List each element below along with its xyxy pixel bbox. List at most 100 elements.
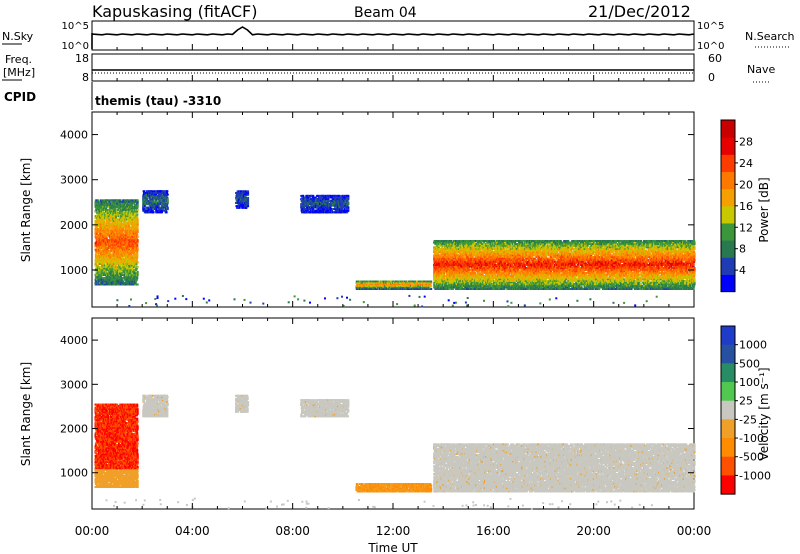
- scatter-point: [133, 247, 136, 249]
- scatter-point: [131, 212, 134, 215]
- scatter-point: [99, 199, 102, 202]
- scatter-point: [120, 221, 123, 224]
- scatter-point: [102, 280, 104, 283]
- scatter-point: [100, 200, 103, 203]
- scatter-point: [128, 216, 130, 219]
- scatter-point: [118, 259, 121, 262]
- scatter-point: [115, 245, 117, 248]
- scatter-point: [99, 269, 102, 272]
- nsearch-tick-bottom: 10^0: [697, 41, 724, 52]
- scatter-point: [132, 250, 135, 253]
- scatter-point: [112, 274, 115, 276]
- scatter-point: [110, 226, 112, 229]
- scatter-point: [120, 234, 123, 237]
- scatter-point: [122, 207, 125, 210]
- scatter-point: [133, 251, 135, 254]
- scatter-point: [99, 247, 102, 249]
- scatter-point: [101, 218, 104, 221]
- scatter-point: [94, 202, 97, 205]
- scatter-point: [113, 224, 116, 227]
- scatter-point: [131, 202, 134, 205]
- scatter-point: [133, 226, 136, 229]
- scatter-point: [118, 220, 121, 222]
- scatter-point: [129, 253, 132, 256]
- scatter-point: [95, 232, 98, 235]
- scatter-point: [128, 245, 131, 248]
- scatter-point: [99, 283, 102, 286]
- scatter-point: [127, 212, 130, 215]
- scatter-point: [127, 274, 130, 276]
- scatter-point: [133, 277, 136, 280]
- scatter-point: [136, 227, 139, 230]
- scatter-point: [109, 242, 112, 245]
- scatter-point: [103, 272, 106, 275]
- scatter-point: [122, 221, 125, 224]
- scatter-point: [131, 224, 134, 227]
- scatter-point: [132, 264, 135, 267]
- scatter-point: [113, 215, 116, 218]
- scatter-point: [120, 208, 123, 211]
- scatter-point: [131, 216, 134, 219]
- scatter-point: [105, 231, 108, 234]
- scatter-point: [132, 223, 135, 226]
- scatter-point: [125, 221, 128, 224]
- scatter-point: [116, 237, 119, 240]
- scatter-point: [122, 224, 125, 227]
- scatter-point: [126, 232, 129, 235]
- scatter-point: [100, 266, 103, 269]
- scatter-point: [131, 229, 134, 232]
- scatter-point: [133, 283, 136, 286]
- scatter-point: [130, 221, 133, 224]
- scatter-point: [115, 235, 117, 238]
- scatter-point: [99, 226, 102, 229]
- scatter-point: [128, 281, 131, 284]
- scatter-point: [122, 204, 125, 207]
- scatter-point: [99, 202, 102, 205]
- scatter-point: [130, 229, 132, 232]
- scatter-point: [112, 266, 115, 269]
- scatter-point: [126, 242, 129, 245]
- scatter-point: [130, 234, 133, 237]
- scatter-point: [107, 243, 109, 246]
- scatter-point: [116, 210, 119, 213]
- site-title: Kapuskasing (fitACF): [92, 2, 257, 21]
- scatter-point: [122, 274, 125, 276]
- scatter-point: [110, 253, 112, 256]
- scatter-point: [109, 204, 112, 207]
- scatter-point: [430, 285, 433, 287]
- scatter-point: [101, 208, 104, 211]
- scatter-point: [99, 248, 102, 251]
- scatter-point: [106, 202, 109, 205]
- freq-label: Freq.: [5, 53, 32, 66]
- scatter-point: [97, 262, 100, 265]
- scatter-point: [103, 270, 106, 273]
- scatter-point: [123, 223, 126, 226]
- scatter-point: [122, 283, 125, 286]
- scatter-point: [131, 227, 134, 230]
- scatter-point: [105, 232, 108, 235]
- scatter-point: [119, 272, 122, 275]
- scatter-point: [120, 218, 123, 221]
- scatter-point: [97, 253, 100, 256]
- scatter-point: [115, 275, 117, 278]
- scatter-point: [111, 212, 114, 215]
- scatter-point: [132, 247, 135, 249]
- scatter-point: [123, 243, 126, 246]
- scatter-point: [95, 274, 98, 276]
- scatter-point: [247, 190, 250, 193]
- scatter-point: [131, 269, 134, 272]
- cpid-label: CPID: [4, 90, 36, 104]
- scatter-point: [94, 221, 97, 224]
- scatter-point: [120, 215, 122, 218]
- scatter-point: [132, 281, 135, 284]
- scatter-point: [114, 237, 117, 240]
- scatter-point: [129, 267, 132, 270]
- scatter-point: [95, 258, 98, 261]
- scatter-point: [127, 267, 130, 270]
- scatter-point: [120, 227, 122, 230]
- scatter-point: [116, 250, 119, 253]
- scatter-point: [126, 283, 129, 286]
- scatter-point: [133, 202, 135, 205]
- scatter-point: [125, 253, 127, 256]
- scatter-point: [121, 235, 124, 238]
